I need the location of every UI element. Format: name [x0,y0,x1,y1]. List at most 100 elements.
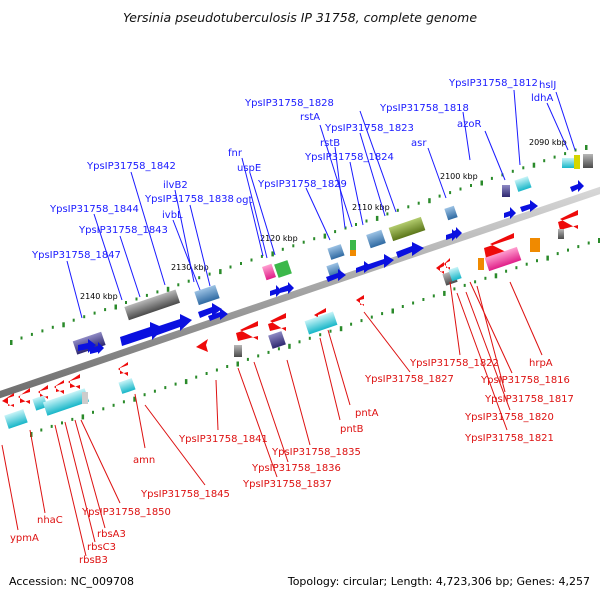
tick-mark [505,269,508,273]
gene-block [118,378,136,394]
gene-block [268,331,286,349]
tick-mark [257,354,260,358]
gene-label: YpsIP31758_1828 [244,98,334,109]
tick-mark [62,322,65,328]
gene-label: YpsIP31758_1817 [484,394,574,405]
tick-mark [470,184,472,187]
gene-label: YpsIP31758_1836 [251,463,341,474]
tick-mark [567,248,569,252]
tick-mark [250,258,253,262]
tick-mark [375,215,379,221]
gene-label: YpsIP31758_1818 [379,103,469,114]
tick-mark [51,325,54,329]
gene-label: ypmA [10,533,39,544]
forward-strand-features [72,154,593,355]
gene-label: YpsIP31758_1837 [242,479,332,490]
tick-mark [391,308,394,314]
gene-label: YpsIP31758_1812 [448,78,538,89]
gene-block [327,244,345,260]
gene-block [274,260,292,278]
gene-label: ldhA [531,93,553,104]
gene-block [124,289,181,321]
tick-mark [174,382,177,386]
tick-mark [344,226,347,230]
reverse-strand-features [2,210,578,429]
tick-mark [490,176,493,180]
tick-mark [164,386,167,390]
gene-label: YpsIP31758_1841 [178,434,268,445]
tick-mark [480,180,483,186]
gene-block [448,266,462,282]
gene-block [4,409,28,429]
tick-mark [112,403,115,407]
gene-label: YpsIP31758_1843 [78,225,168,236]
tick-mark [484,276,487,280]
gene-label: ogt [236,195,252,206]
tick-mark [598,238,600,243]
tick-mark [145,293,148,297]
tick-mark [236,361,239,367]
gene-block [484,246,522,272]
tick-mark [365,219,368,223]
gene-block [558,229,564,239]
tick-mark [10,340,13,345]
gene-block [234,345,242,357]
gene-label: pntB [340,424,364,435]
tick-mark [459,187,462,191]
gene-block [530,238,540,252]
gene-label: YpsIP31758_1820 [464,412,554,423]
tick-mark [166,286,170,292]
gene-label: azoR [457,119,481,130]
accession-text: Accession: NC_009708 [9,575,135,588]
tick-mark [532,162,536,168]
gene-block [444,205,458,221]
tick-mark [81,414,85,420]
tick-mark [525,262,528,266]
reverse-leader-lines [1,281,543,557]
tick-mark [104,308,107,312]
gene-block [82,392,88,404]
tick-mark [72,318,75,322]
tick-mark [494,273,498,279]
gene-label: YpsIP31758_1844 [49,204,139,215]
tick-mark [453,287,456,291]
tick-mark [334,230,337,234]
tick-mark [281,247,284,251]
tick-mark [93,311,96,315]
tick-mark [198,276,201,280]
tick-mark [308,336,311,340]
tick-mark [208,272,211,276]
tick-mark [229,265,232,269]
gene-label: amn [133,455,155,466]
tick-mark [386,212,389,216]
tick-mark [428,198,431,204]
gene-label: YpsIP31758_1816 [480,375,570,386]
topology-text: Topology: circular; Length: 4,723,306 bp… [287,575,590,588]
tick-mark [114,304,117,310]
gene-block [262,263,276,281]
tick-mark [339,326,343,332]
tick-mark [543,159,546,163]
tick-mark [292,244,295,248]
tick-mark [323,233,327,239]
tick-mark [125,301,127,304]
tick-mark [574,148,577,152]
gene-block [514,176,532,192]
gene-label: YpsIP31758_1845 [140,489,230,500]
reverse-gene-labels: YpsIP31758_1822 hrpA YpsIP31758_1827 Yps… [10,358,574,566]
tick-mark [135,297,138,301]
tick-mark [277,347,280,351]
tick-mark [522,166,525,170]
kbp-label: 2090 kbp [529,138,567,147]
tick-mark [360,319,363,323]
tick-mark [438,194,441,198]
tick-mark [443,290,446,296]
tick-mark [226,365,229,368]
tick-mark [463,283,466,287]
tick-mark [288,343,291,349]
tick-mark [271,251,274,257]
gene-label: YpsIP31758_1821 [464,433,554,444]
gene-label: YpsIP31758_1823 [324,123,414,134]
tick-mark [396,208,399,212]
tick-mark [546,255,549,261]
